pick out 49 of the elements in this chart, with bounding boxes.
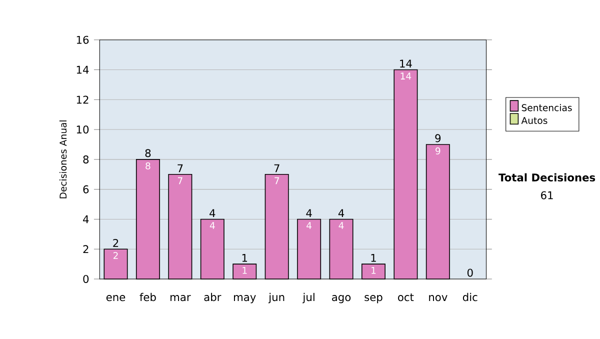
y-tick-label: 14	[76, 66, 89, 74]
x-tick-label: mar	[170, 295, 191, 302]
legend-label: Sentencias	[522, 104, 572, 112]
data-label: 2	[113, 252, 118, 260]
total-label: 4	[338, 209, 344, 218]
x-tick-label: ago	[332, 295, 351, 304]
y-tick-label: 12	[76, 96, 88, 104]
total-label: 14	[400, 60, 412, 68]
data-label: 4	[306, 222, 312, 230]
legend-label: Autos	[521, 117, 548, 124]
y-axis-title: Decisiones Anual	[59, 120, 67, 198]
x-tick-label: feb	[140, 293, 156, 302]
y-tick-label: 4	[83, 215, 89, 224]
total-label: 7	[274, 164, 280, 172]
x-tick-label: ene	[106, 295, 126, 302]
x-tick-label: jul	[302, 293, 314, 304]
y-tick-label: 16	[76, 36, 89, 44]
data-label: 9	[436, 148, 440, 155]
x-tick-label: abr	[204, 293, 222, 302]
x-tick-label: may	[234, 295, 256, 304]
total-label: 1	[242, 254, 248, 262]
x-tick-label: sep	[364, 295, 382, 304]
text: Total Decisiones	[498, 173, 596, 182]
total-label: 8	[145, 149, 151, 158]
y-tick-label: 0	[83, 275, 89, 284]
data-label: 4	[210, 222, 215, 230]
y-tick-label: 8	[83, 156, 89, 164]
data-label: 4	[338, 222, 344, 230]
x-tick-label: jun	[268, 293, 284, 304]
total-label: 0	[467, 268, 473, 277]
total-label: 4	[306, 209, 312, 218]
data-label: 14	[400, 72, 412, 80]
total-label: 7	[178, 164, 183, 172]
total-label: 2	[113, 239, 118, 247]
total-label: 9	[435, 134, 441, 142]
y-tick-label: 2	[83, 245, 88, 254]
x-tick-label: nov	[429, 295, 448, 302]
x-tick-label: oct	[398, 294, 414, 302]
data-label: 8	[146, 162, 150, 170]
total-label: 1	[371, 254, 376, 262]
data-label: 7	[178, 177, 182, 184]
data-label: 7	[274, 177, 280, 184]
text: 61	[541, 191, 553, 200]
total-label: 4	[210, 209, 216, 218]
y-tick-label: 6	[83, 185, 89, 194]
y-tick-label: 10	[76, 126, 89, 134]
data-label: 1	[242, 267, 247, 274]
data-label: 1	[372, 267, 376, 274]
x-tick-label: dic	[462, 293, 478, 302]
